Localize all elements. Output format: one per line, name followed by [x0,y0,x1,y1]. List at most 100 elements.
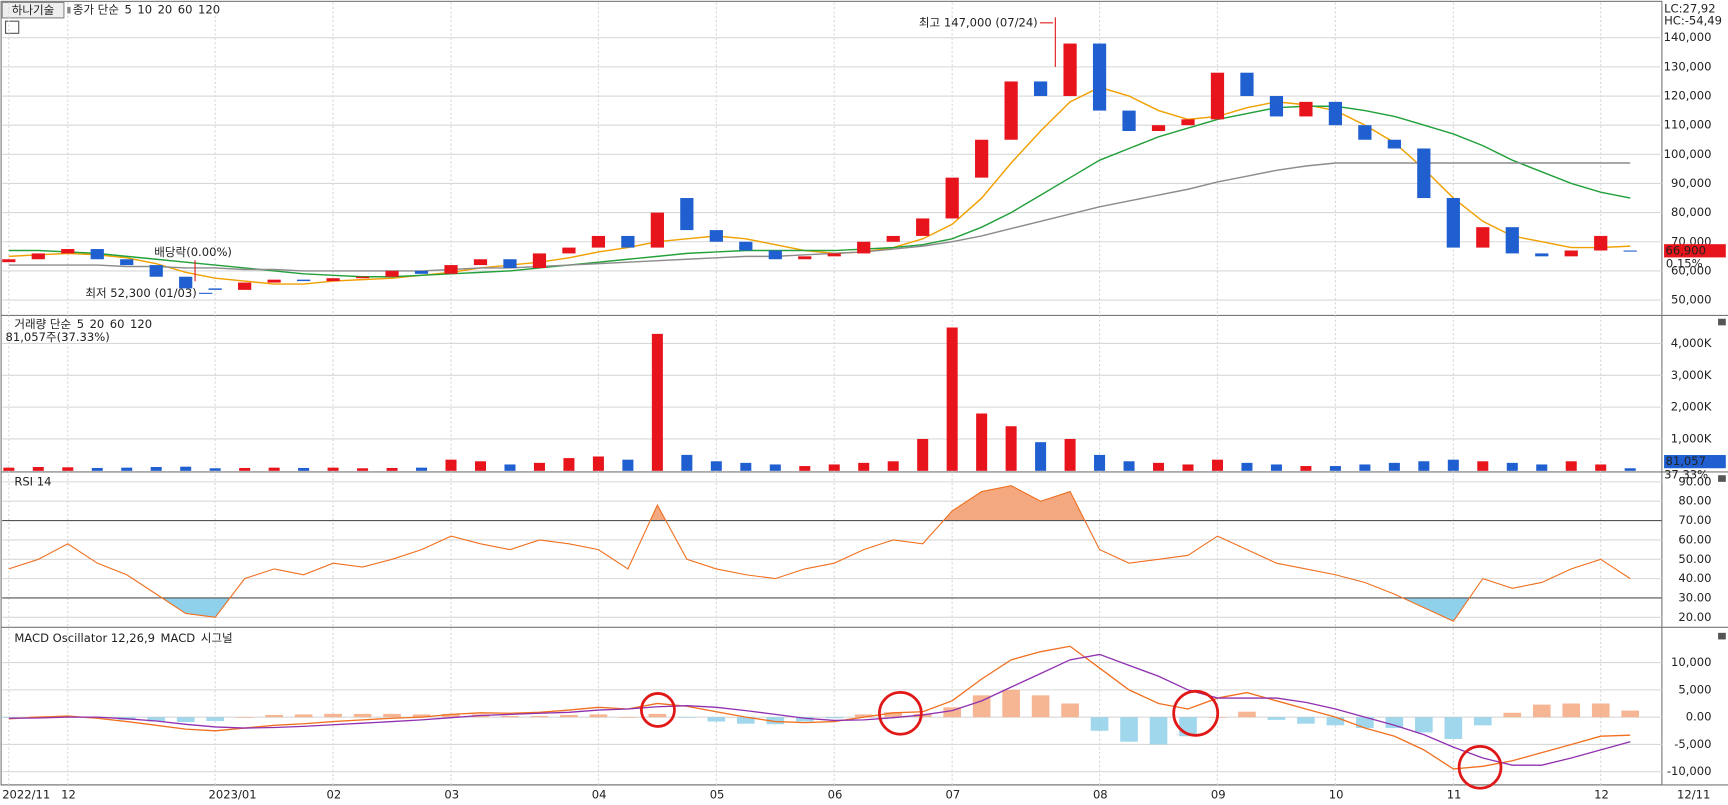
volume-bar [740,462,752,471]
candle [532,253,547,268]
oscillator-bar [383,713,401,718]
oscillator-bar [1385,717,1404,729]
candle [1505,227,1519,254]
highlight-circle [640,692,676,728]
y-tick-label: 5,000 [1678,682,1711,696]
oscillator-bar [1356,717,1374,729]
candle [1092,43,1107,111]
volume-bar [445,459,457,471]
volume-bar [799,466,811,471]
oscillator-bar [294,714,313,718]
candle [650,212,664,248]
candle [238,282,252,290]
candle [473,259,488,266]
volume-bar [622,459,634,471]
volume-bar [1035,442,1047,471]
x-end-label: 12/11 [1677,787,1710,801]
volume-bar [1094,454,1106,471]
candle [385,270,399,277]
x-tick-label: 09 [1211,787,1226,801]
volume-bar [474,461,486,471]
volume-bar [1329,466,1341,471]
highlight-circles [640,689,1503,790]
y-tick-label: 90.00 [1678,474,1711,488]
volume-bar [1536,464,1548,471]
oscillator-bar [265,714,283,718]
legend-entry: 시그널 [201,631,233,645]
legend-entry: 10 [137,3,152,17]
volume-bar [121,467,133,471]
macd-line [8,645,1631,770]
volume-bar [239,467,251,471]
oscillator-bar [1473,717,1492,726]
oscillator-bar [766,717,785,725]
candle [149,265,163,277]
oscillator-bar [442,713,460,718]
candle [297,279,311,282]
volume-bar [710,461,722,471]
legend-entry: 20 [158,3,173,17]
x-tick-label: 08 [1093,787,1108,801]
corner-label: LC:27,92 [1664,2,1716,16]
candle [1328,101,1343,126]
oscillator-bar [206,717,224,721]
oscillator-bar [0,717,18,718]
x-tick-label: 2022/11 [2,787,50,801]
candle [798,256,812,260]
candle [1181,119,1195,126]
candle [2,259,16,263]
y-tick-label: 1,000K [1671,431,1712,445]
x-tick-label: 02 [326,787,341,801]
oscillator-bar [176,717,195,723]
volume-bar [592,456,604,471]
y-tick-label: 3,000K [1671,368,1712,382]
panel-button[interactable] [1718,475,1726,482]
candle [1417,148,1431,199]
oscillator-bar [1444,717,1463,739]
highlight-circle [878,690,923,736]
oscillator-bar [1002,689,1020,718]
volume-bar [386,467,398,471]
oscillator-bar [560,714,578,718]
candle [179,276,193,289]
legend-entry: 종가 단순 [73,3,120,17]
table-button[interactable] [4,20,20,34]
candle [562,247,576,254]
volume-bar [769,464,781,471]
candle [1151,125,1166,131]
volume-bar [976,413,988,471]
oscillator-bar [825,717,844,719]
volume-bar [1506,462,1518,471]
volume-bar [180,466,192,471]
oscillator-bar [1297,717,1315,724]
volume-bar [1565,461,1577,471]
change-label: 0.15% [1666,257,1703,271]
candle [1564,250,1578,257]
title-box[interactable] [1,1,65,19]
x-tick-label: 05 [710,787,725,801]
volume-bar [1595,464,1607,471]
highlight-circle [1172,689,1220,737]
volume-bar [416,467,428,471]
oscillator-bar [235,717,254,718]
legend-entry: 5 [77,317,84,331]
candle [591,235,606,248]
x-tick-label: 12 [1594,787,1609,801]
volume-bar [1418,461,1430,471]
legend-entry: 거래량 단순 [14,317,71,331]
panel-button[interactable] [1718,318,1726,326]
y-tick-label: 2,000K [1671,400,1712,414]
candle [1623,250,1637,252]
volume-bar [1359,464,1371,471]
candle [916,218,930,236]
panel-button[interactable] [1718,632,1726,640]
y-tick-label: 0.00 [1686,710,1712,724]
last-volume-tag [1664,455,1726,469]
y-tick-label: 40.00 [1678,571,1711,585]
chart-title: 하나기술 [12,3,55,17]
volume-bar [1477,461,1489,471]
oscillator-bar [147,717,166,722]
candle [1240,72,1254,97]
